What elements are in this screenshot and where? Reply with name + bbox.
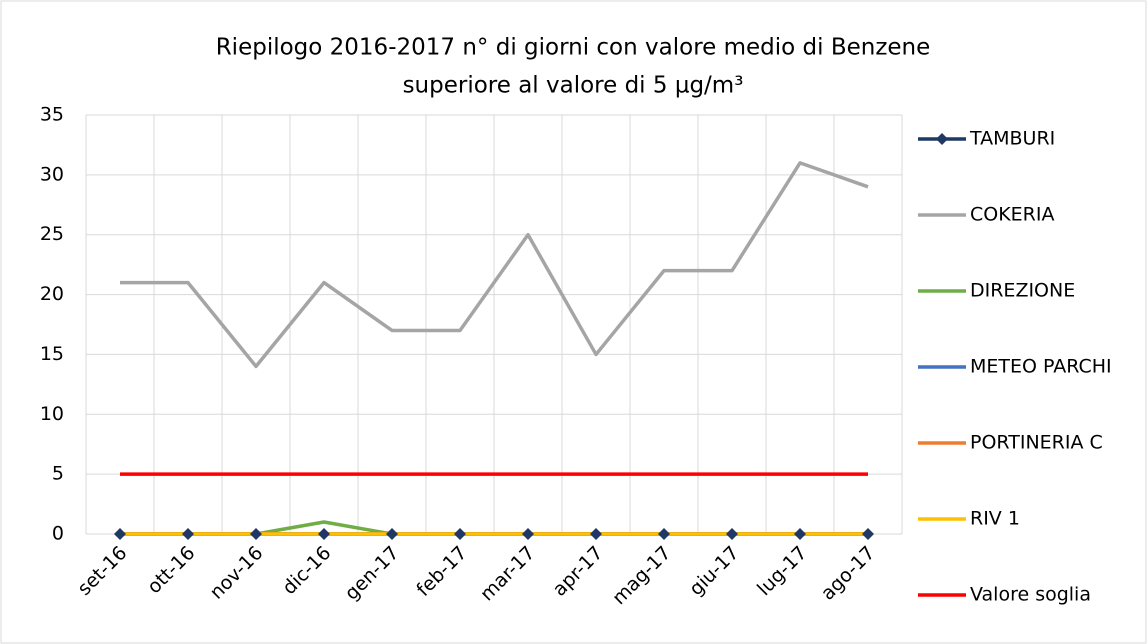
point-marker — [182, 528, 194, 540]
legend-label: RIV 1 — [970, 508, 1020, 530]
y-tick-label: 25 — [40, 223, 64, 245]
legend-label: TAMBURI — [969, 128, 1055, 150]
point-marker — [386, 528, 398, 540]
point-marker — [250, 528, 262, 540]
point-marker — [590, 528, 602, 540]
y-tick-label: 15 — [40, 343, 64, 365]
point-marker — [726, 528, 738, 540]
point-marker — [454, 528, 466, 540]
legend-label: PORTINERIA C — [970, 432, 1103, 454]
point-marker — [318, 528, 330, 540]
y-tick-label: 0 — [52, 523, 64, 545]
point-marker — [114, 528, 126, 540]
chart-title: superiore al valore di 5 µg/m³ — [403, 73, 744, 99]
point-marker — [658, 528, 670, 540]
chart-title: Riepilogo 2016-2017 n° di giorni con val… — [216, 35, 931, 61]
y-tick-label: 5 — [52, 463, 64, 485]
point-marker — [794, 528, 806, 540]
legend-label: DIREZIONE — [970, 280, 1075, 302]
legend-marker — [936, 133, 948, 145]
legend-label: METEO PARCHI — [970, 356, 1112, 378]
point-marker — [522, 528, 534, 540]
series-line — [120, 161, 869, 369]
point-marker — [862, 528, 874, 540]
y-tick-label: 35 — [40, 104, 64, 126]
y-tick-label: 30 — [40, 163, 64, 185]
legend-label: Valore soglia — [970, 584, 1091, 606]
y-tick-label: 20 — [40, 283, 64, 305]
y-tick-label: 10 — [40, 403, 64, 425]
legend-label: COKERIA — [970, 204, 1055, 226]
